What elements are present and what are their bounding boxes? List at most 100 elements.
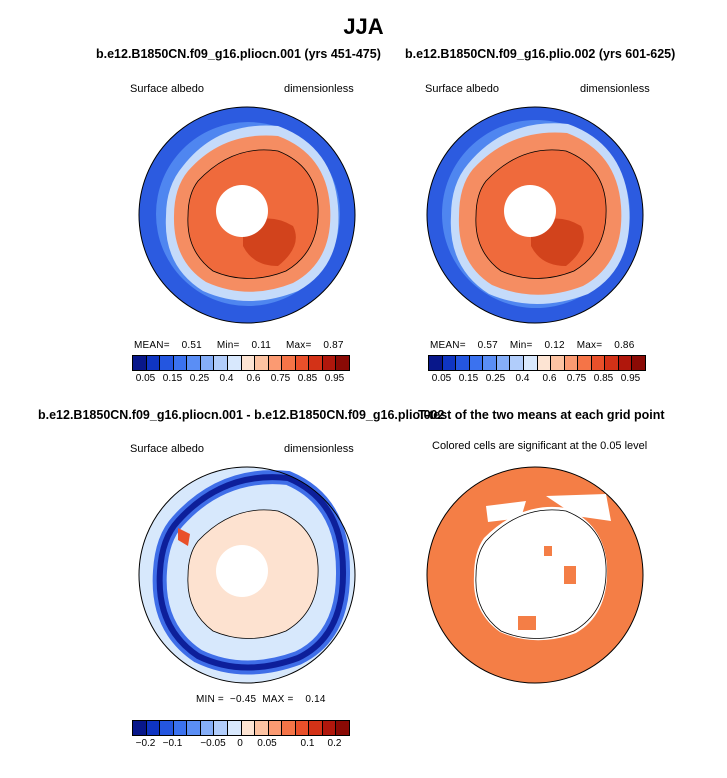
panel-1-colorbar: [132, 355, 350, 371]
colorbar-swatch: [551, 356, 565, 370]
colorbar-tick-label: 0.05: [431, 373, 452, 384]
colorbar-swatch: [456, 356, 470, 370]
panel-2-map-border: [426, 106, 644, 324]
colorbar-swatch: [200, 356, 215, 370]
colorbar-swatch: [322, 721, 337, 735]
panel-2-variable-label: Surface albedo: [425, 83, 499, 95]
colorbar-tick-label: 0.15: [162, 373, 183, 384]
panel-4-title: T-test of the two means at each grid poi…: [418, 408, 665, 422]
colorbar-swatch: [510, 356, 524, 370]
panel-3-units-label: dimensionless: [284, 443, 354, 455]
colorbar-swatch: [133, 721, 147, 735]
max-label: MAX =: [262, 694, 294, 705]
panel-3-pole-hole: [216, 545, 268, 597]
colorbar-tick-label: 0.85: [593, 373, 614, 384]
panel-3-title: b.e12.B1850CN.f09_g16.pliocn.001 - b.e12…: [38, 408, 445, 422]
panel-3-stats: MIN = −0.45 MAX = 0.14: [196, 694, 326, 705]
mean-value: 0.51: [181, 340, 202, 351]
panel-3-variable-label: Surface albedo: [130, 443, 204, 455]
colorbar-swatch: [605, 356, 619, 370]
panel-4-subtitle: Colored cells are significant at the 0.0…: [432, 440, 648, 452]
colorbar-tick-label: 0.25: [485, 373, 506, 384]
colorbar-swatch: [187, 721, 201, 735]
panel-4-sig-patch-3: [544, 546, 552, 556]
colorbar-tick-label: 0.85: [297, 373, 318, 384]
min-label: Min=: [509, 340, 533, 351]
max-value: 0.86: [614, 340, 635, 351]
panel-3-colorbar: [132, 720, 350, 736]
panel-1-map: [138, 106, 356, 324]
colorbar-tick-label: 0.05: [257, 738, 277, 749]
colorbar-swatch: [146, 356, 161, 370]
colorbar-swatch: [187, 356, 201, 370]
colorbar-tick-label: 0.6: [246, 373, 261, 384]
panel-4-nonsig-patch-2: [486, 501, 526, 522]
panel-1-variable-label: Surface albedo: [130, 83, 204, 95]
colorbar-swatch: [336, 356, 349, 370]
colorbar-swatch: [578, 356, 592, 370]
colorbar-swatch: [268, 356, 283, 370]
panel-4-coastline: [475, 509, 607, 639]
colorbar-swatch: [200, 721, 215, 735]
colorbar-tick-label: 0.75: [566, 373, 587, 384]
colorbar-tick-label: −0.2: [135, 738, 156, 749]
colorbar-tick-label: 0.05: [135, 373, 156, 384]
min-label: MIN =: [196, 694, 224, 705]
colorbar-swatch: [523, 356, 538, 370]
panel-3-map: [138, 466, 356, 684]
panel-4-sig-patch-2: [564, 566, 576, 584]
panel-1-title: b.e12.B1850CN.f09_g16.pliocn.001 (yrs 45…: [96, 47, 381, 61]
panel-1-stats: MEAN= 0.51 Min= 0.11 Max= 0.87: [134, 340, 344, 351]
max-label: Max=: [576, 340, 603, 351]
colorbar-swatch: [227, 721, 242, 735]
colorbar-tick-label: 0.75: [270, 373, 291, 384]
panel-4-map: [426, 466, 644, 684]
colorbar-tick-label: 0.15: [458, 373, 479, 384]
panel-2-stats: MEAN= 0.57 Min= 0.12 Max= 0.86: [430, 340, 634, 351]
colorbar-tick-label: −0.1: [162, 738, 183, 749]
colorbar-tick-label: 0: [237, 738, 243, 749]
colorbar-swatch: [295, 721, 310, 735]
colorbar-swatch: [133, 356, 147, 370]
panel-4-sig-patch-1: [518, 616, 536, 630]
colorbar-swatch: [173, 356, 188, 370]
panel-1-pole-hole: [216, 185, 268, 237]
colorbar-swatch: [483, 356, 497, 370]
colorbar-tick-label: 0.95: [620, 373, 641, 384]
panel-1-units-label: dimensionless: [284, 83, 354, 95]
min-value: 0.11: [251, 340, 272, 351]
max-value: 0.87: [323, 340, 344, 351]
min-value: −0.45: [229, 694, 257, 705]
colorbar-swatch: [255, 356, 269, 370]
colorbar-swatch: [309, 721, 323, 735]
colorbar-swatch: [469, 356, 484, 370]
colorbar-swatch: [173, 721, 188, 735]
colorbar-swatch: [241, 721, 256, 735]
colorbar-tick-label: 0.1: [300, 738, 315, 749]
colorbar-tick-label: 0.95: [324, 373, 345, 384]
panel-3-map-border: [138, 466, 356, 684]
colorbar-swatch: [429, 356, 443, 370]
panel-2-title: b.e12.B1850CN.f09_g16.plio.002 (yrs 601-…: [405, 47, 676, 61]
mean-label: MEAN=: [134, 340, 170, 351]
colorbar-tick-label: 0.6: [542, 373, 557, 384]
colorbar-swatch: [309, 356, 323, 370]
colorbar-swatch: [214, 356, 228, 370]
colorbar-swatch: [241, 356, 256, 370]
colorbar-swatch: [618, 356, 633, 370]
panel-2-units-label: dimensionless: [580, 83, 650, 95]
panel-4-map-border: [426, 466, 644, 684]
colorbar-swatch: [564, 356, 579, 370]
colorbar-tick-label: −0.05: [200, 738, 226, 749]
colorbar-swatch: [214, 721, 228, 735]
colorbar-swatch: [160, 721, 174, 735]
mean-value: 0.57: [477, 340, 498, 351]
colorbar-swatch: [146, 721, 161, 735]
colorbar-swatch: [255, 721, 269, 735]
panel-2-pole-hole: [504, 185, 556, 237]
panel-4-nonsig-patch-1: [546, 494, 611, 521]
colorbar-swatch: [295, 356, 310, 370]
colorbar-swatch: [322, 356, 337, 370]
colorbar-swatch: [591, 356, 606, 370]
colorbar-tick-label: 0.4: [515, 373, 530, 384]
